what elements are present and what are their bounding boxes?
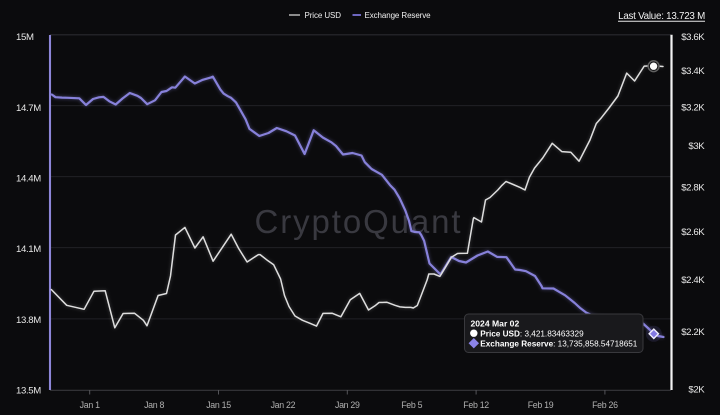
svg-text:15M: 15M bbox=[16, 32, 34, 43]
svg-text:14.4M: 14.4M bbox=[16, 174, 41, 185]
svg-text:Feb 26: Feb 26 bbox=[592, 400, 618, 410]
svg-text:Jan 1: Jan 1 bbox=[80, 400, 100, 410]
svg-text:Feb 12: Feb 12 bbox=[463, 400, 489, 410]
svg-text:Jan 29: Jan 29 bbox=[335, 400, 360, 410]
svg-text:13.5M: 13.5M bbox=[16, 385, 41, 396]
svg-text:Jan 22: Jan 22 bbox=[271, 400, 296, 410]
svg-text:$3.2K: $3.2K bbox=[681, 102, 705, 113]
svg-text:Feb 19: Feb 19 bbox=[528, 400, 554, 410]
svg-text:$2.8K: $2.8K bbox=[681, 183, 705, 194]
svg-text:Price USD: 3,421.83463329: Price USD: 3,421.83463329 bbox=[480, 329, 584, 338]
svg-text:13.8M: 13.8M bbox=[16, 315, 41, 326]
svg-text:$2.2K: $2.2K bbox=[681, 327, 705, 338]
svg-text:14.7M: 14.7M bbox=[16, 103, 41, 114]
svg-text:$3.4K: $3.4K bbox=[681, 66, 705, 77]
svg-text:$3K: $3K bbox=[688, 141, 705, 152]
svg-text:Exchange Reserve: Exchange Reserve bbox=[365, 11, 432, 20]
svg-text:CryptoQuant: CryptoQuant bbox=[255, 203, 463, 240]
svg-text:$3.6K: $3.6K bbox=[681, 32, 705, 43]
svg-text:Last Value: 13.723 M: Last Value: 13.723 M bbox=[618, 11, 705, 22]
svg-text:$2.4K: $2.4K bbox=[681, 275, 705, 286]
svg-text:$2K: $2K bbox=[688, 384, 705, 395]
svg-text:Price USD: Price USD bbox=[305, 11, 342, 20]
svg-text:Feb 5: Feb 5 bbox=[401, 400, 422, 410]
svg-text:Jan 15: Jan 15 bbox=[206, 400, 231, 410]
svg-text:$2.6K: $2.6K bbox=[681, 227, 705, 238]
svg-text:2024 Mar 02: 2024 Mar 02 bbox=[471, 318, 520, 328]
svg-text:14.1M: 14.1M bbox=[16, 244, 41, 255]
svg-text:Exchange Reserve: 13,735,858.5: Exchange Reserve: 13,735,858.54718651 bbox=[480, 339, 638, 348]
svg-text:Jan 8: Jan 8 bbox=[144, 400, 164, 410]
